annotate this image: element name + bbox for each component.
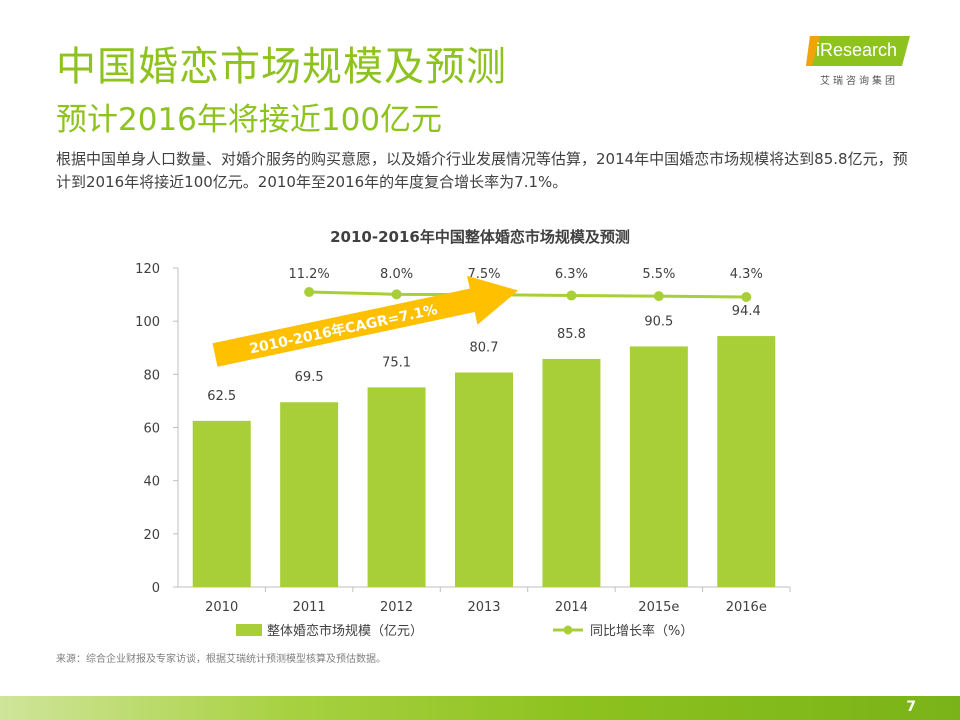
source-note: 来源：综合企业财报及专家访谈，根据艾瑞统计预测模型核算及预估数据。 [56,654,386,665]
growth-rate-line [309,290,747,299]
legend-bar-label: 整体婚恋市场规模（亿元） [267,623,423,639]
growth-point-2014 [566,290,577,301]
y-tick-label: 120 [135,262,160,277]
x-tick-label: 2014 [555,600,588,615]
bar-2015e [629,346,688,587]
y-tick-label: 60 [143,422,160,437]
bar-2013 [455,372,513,587]
bar-2011 [280,402,339,587]
bar-2014 [542,358,601,587]
bar-value-label: 90.5 [644,314,673,329]
y-tick-label: 20 [143,528,160,543]
bar-value-label: 75.1 [382,355,411,370]
logo-shape-icon [806,36,910,66]
bar-2012 [367,387,426,587]
page-description: 根据中国单身人口数量、对婚介服务的购买意愿，以及婚介行业发展情况等估算，2014… [56,150,908,191]
page-number: 7 [906,699,916,715]
growth-rate-label: 6.3% [555,267,588,282]
bar-2010 [192,420,251,587]
iresearch-logo: iResearch 艾瑞咨询集团 [806,34,916,88]
cagr-label: 2010-2016年CAGR=7.1% [248,301,439,357]
x-tick-label: 2010 [205,600,238,615]
growth-point-2015e [653,291,664,302]
legend-line-label: 同比增长率（%） [590,623,693,639]
y-tick-label: 80 [143,368,160,383]
logo-text: iResearch [816,40,898,60]
growth-rate-label: 5.5% [642,267,675,282]
growth-rate-label: 11.2% [288,267,329,282]
page-subtitle: 预计2016年将接近100亿元 [56,102,443,138]
bar-value-label: 80.7 [470,340,499,355]
growth-point-2011 [304,287,315,297]
logo-subtext: 艾瑞咨询集团 [820,76,898,87]
legend-bar-swatch [236,624,262,636]
growth-rate-label: 8.0% [380,267,413,282]
y-tick-label: 40 [143,475,160,490]
growth-rate-label: 7.5% [467,267,500,282]
footer-bar [0,696,960,720]
chart-title: 2010-2016年中国整体婚恋市场规模及预测 [330,228,630,246]
y-tick-label: 0 [152,581,160,596]
page-title: 中国婚恋市场规模及预测 [56,44,507,90]
cagr-arrow: 2010-2016年CAGR=7.1% [212,275,519,367]
growth-rate-label: 4.3% [730,267,763,282]
cagr-arrow-shape [212,275,519,367]
bar-value-label: 94.4 [732,304,761,319]
x-tick-label: 2013 [467,600,500,615]
bar-value-label: 62.5 [207,389,236,404]
x-tick-label: 2016e [726,600,767,615]
bar-2016e [717,336,776,587]
x-tick-label: 2011 [293,600,326,615]
bar-value-label: 69.5 [295,370,324,385]
x-tick-label: 2012 [380,600,413,615]
x-tick-label: 2015e [638,600,679,615]
legend-line-marker [563,625,573,635]
y-tick-label: 100 [135,315,160,330]
growth-point-2016e [741,292,752,302]
growth-point-2012 [391,289,402,300]
market-size-chart: 0 20 40 60 80 100 120 62.5 69.5 75.1 80.7 85.8 90.5 9… [135,262,791,639]
bar-value-label: 85.8 [557,327,586,342]
